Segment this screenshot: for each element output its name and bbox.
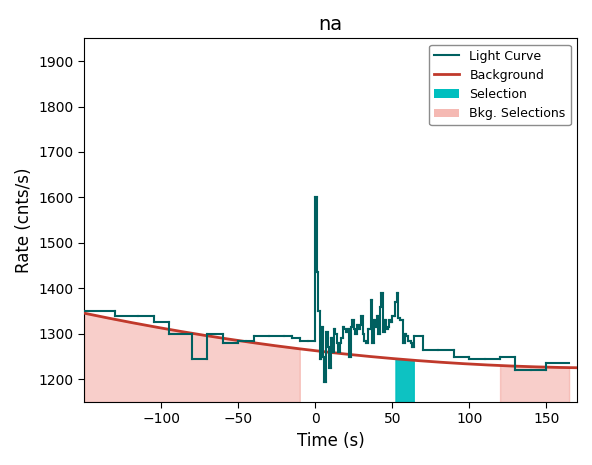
Title: na: na [318, 15, 343, 34]
X-axis label: Time (s): Time (s) [297, 432, 365, 450]
Legend: Light Curve, Background, Selection, Bkg. Selections: Light Curve, Background, Selection, Bkg.… [430, 45, 571, 126]
Y-axis label: Rate (cnts/s): Rate (cnts/s) [15, 167, 33, 273]
